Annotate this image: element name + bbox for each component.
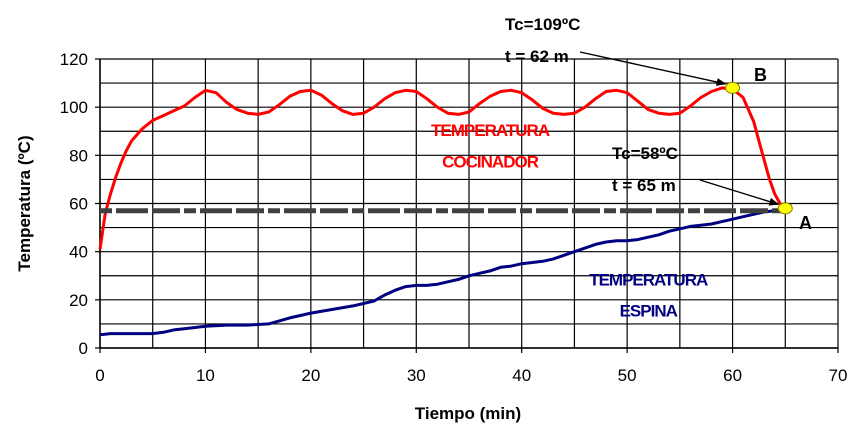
point-label-a: A (799, 213, 812, 233)
series-label-2: TEMPERATURA (589, 270, 708, 289)
y-tick-label: 60 (69, 195, 88, 214)
series-label-1: COCINADOR (442, 152, 539, 171)
x-tick-label: 0 (95, 366, 104, 385)
x-tick-label: 30 (407, 366, 426, 385)
point-marker-a (777, 202, 793, 215)
y-axis-title: Temperatura (ºC) (15, 135, 34, 271)
x-tick-label: 60 (723, 366, 742, 385)
y-tick-label: 20 (69, 291, 88, 310)
callout-arrow-a (699, 179, 780, 206)
point-marker-b (725, 81, 741, 94)
y-tick-label: 120 (60, 50, 88, 69)
tick-labels: 0 10 20 30 40 50 60 70 0 20 40 60 80 100 120 (60, 50, 848, 385)
series-lines (98, 86, 787, 337)
x-tick-label: 50 (618, 366, 637, 385)
axes (95, 58, 839, 353)
x-tick-label: 40 (512, 366, 531, 385)
x-tick-label: 10 (196, 366, 215, 385)
x-tick-label: 20 (301, 366, 320, 385)
grid-lines (99, 58, 839, 349)
y-tick-label: 80 (69, 146, 88, 165)
series-labels: TEMPERATURA COCINADOR TEMPERATURA ESPINA (431, 121, 709, 321)
y-tick-label: 0 (79, 339, 88, 358)
callout-text-b: Tc=109ºC (505, 15, 580, 34)
series-line-2 (99, 206, 786, 337)
x-axis-title: Tiempo (min) (415, 404, 521, 423)
callout-text-a: Tc=58ºC (612, 144, 678, 163)
x-tick-label: 70 (829, 366, 848, 385)
callout-text-b: t = 62 m (505, 47, 569, 66)
point-label-b: B (754, 65, 767, 85)
series-label-1: TEMPERATURA (431, 121, 550, 140)
callout-arrow-b (579, 51, 727, 86)
series-line-1 (98, 86, 787, 250)
series-label-2: ESPINA (620, 302, 678, 321)
annotations: B Tc=109ºC t = 62 m A Tc=58ºC t = 65 m (505, 15, 812, 233)
y-tick-label: 100 (60, 98, 88, 117)
callout-text-a: t = 65 m (612, 176, 676, 195)
y-tick-label: 40 (69, 243, 88, 262)
